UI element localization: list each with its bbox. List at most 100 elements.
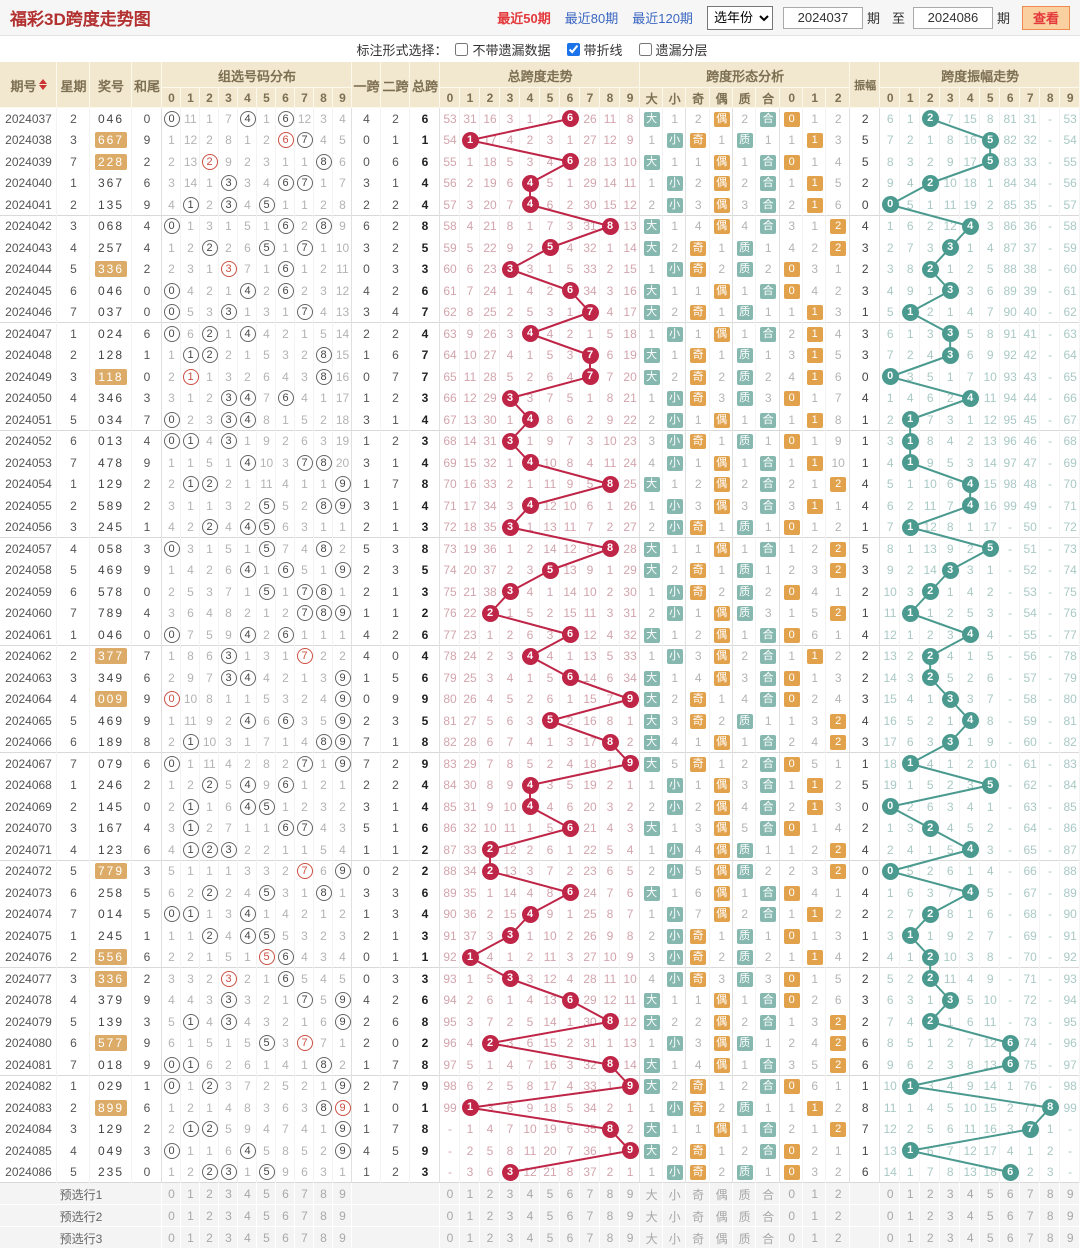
preselect-amp-digit[interactable]: 0 [880, 1183, 901, 1205]
preselect-form-col[interactable]: 质 [733, 1183, 757, 1205]
preselect-form-col[interactable]: 偶 [710, 1183, 734, 1205]
preselect-form-col[interactable]: 质 [733, 1227, 757, 1249]
preselect-form-col[interactable]: 合 [756, 1227, 781, 1249]
preselect-zong-digit[interactable]: 3 [500, 1227, 521, 1249]
preselect-amp-digit[interactable]: 3 [940, 1205, 961, 1227]
preselect-form-col[interactable]: 合 [756, 1183, 781, 1205]
preselect-form-col[interactable]: 大 [640, 1183, 664, 1205]
preselect-zong-digit[interactable]: 6 [560, 1205, 581, 1227]
preselect-amp-digit[interactable]: 5 [980, 1227, 1001, 1249]
preselect-zong-digit[interactable]: 0 [440, 1183, 461, 1205]
preselect-zong-digit[interactable]: 0 [440, 1227, 461, 1249]
preselect-zong-digit[interactable]: 1 [460, 1183, 481, 1205]
preselect-group-digit[interactable]: 9 [333, 1205, 353, 1227]
preselect-form-col[interactable]: 奇 [686, 1183, 711, 1205]
preselect-form-col[interactable]: 2 [826, 1205, 851, 1227]
preselect-form-col[interactable]: 合 [756, 1205, 781, 1227]
preselect-form-col[interactable]: 0 [780, 1183, 804, 1205]
preselect-amp-digit[interactable]: 9 [1060, 1183, 1080, 1205]
preselect-form-col[interactable]: 小 [663, 1205, 687, 1227]
preselect-amp-digit[interactable]: 7 [1020, 1183, 1041, 1205]
preselect-group-digit[interactable]: 0 [162, 1183, 181, 1205]
range-link-0[interactable]: 最近50期 [497, 10, 551, 26]
preselect-amp-digit[interactable]: 4 [960, 1183, 981, 1205]
preselect-amp-digit[interactable]: 8 [1040, 1183, 1061, 1205]
preselect-group-digit[interactable]: 4 [238, 1227, 257, 1249]
preselect-form-col[interactable]: 0 [780, 1227, 804, 1249]
year-select[interactable]: 选年份 [706, 5, 773, 30]
preselect-zong-digit[interactable]: 7 [580, 1227, 601, 1249]
preselect-group-digit[interactable]: 1 [181, 1227, 200, 1249]
range-link-1[interactable]: 最近80期 [564, 10, 619, 26]
preselect-group-digit[interactable]: 1 [181, 1205, 200, 1227]
preselect-group-digit[interactable]: 0 [162, 1227, 181, 1249]
preselect-zong-digit[interactable]: 9 [620, 1227, 641, 1249]
preselect-zong-digit[interactable]: 3 [500, 1205, 521, 1227]
preselect-amp-digit[interactable]: 1 [900, 1205, 921, 1227]
preselect-amp-digit[interactable]: 4 [960, 1205, 981, 1227]
preselect-zong-digit[interactable]: 0 [440, 1205, 461, 1227]
preselect-group-digit[interactable]: 3 [219, 1227, 238, 1249]
preselect-form-col[interactable]: 小 [663, 1227, 687, 1249]
preselect-amp-digit[interactable]: 6 [1000, 1227, 1021, 1249]
preselect-zong-digit[interactable]: 1 [460, 1205, 481, 1227]
preselect-form-col[interactable]: 大 [640, 1205, 664, 1227]
preselect-group-digit[interactable]: 3 [219, 1205, 238, 1227]
preselect-amp-digit[interactable]: 8 [1040, 1227, 1061, 1249]
to-issue-input[interactable] [912, 6, 993, 29]
preselect-zong-digit[interactable]: 2 [480, 1205, 501, 1227]
preselect-amp-digit[interactable]: 0 [880, 1227, 901, 1249]
range-link-2[interactable]: 最近120期 [632, 10, 693, 26]
preselect-group-digit[interactable]: 6 [276, 1227, 295, 1249]
option-checkbox-2[interactable] [638, 42, 652, 56]
preselect-zong-digit[interactable]: 4 [520, 1205, 541, 1227]
preselect-amp-digit[interactable]: 3 [940, 1183, 961, 1205]
preselect-group-digit[interactable]: 5 [257, 1227, 276, 1249]
preselect-zong-digit[interactable]: 7 [580, 1183, 601, 1205]
preselect-amp-digit[interactable]: 9 [1060, 1205, 1080, 1227]
preselect-amp-digit[interactable]: 1 [900, 1183, 921, 1205]
preselect-amp-digit[interactable]: 7 [1020, 1227, 1041, 1249]
preselect-amp-digit[interactable]: 2 [920, 1183, 941, 1205]
preselect-amp-digit[interactable]: 1 [900, 1227, 921, 1249]
preselect-zong-digit[interactable]: 5 [540, 1205, 561, 1227]
header-issue[interactable]: 期号 [0, 62, 57, 108]
preselect-zong-digit[interactable]: 8 [600, 1183, 621, 1205]
preselect-group-digit[interactable]: 6 [276, 1205, 295, 1227]
preselect-form-col[interactable]: 大 [640, 1227, 664, 1249]
preselect-form-col[interactable]: 偶 [710, 1205, 734, 1227]
preselect-amp-digit[interactable]: 0 [880, 1205, 901, 1227]
view-button[interactable]: 查看 [1021, 5, 1070, 30]
preselect-form-col[interactable]: 小 [663, 1183, 687, 1205]
option-checkbox-1[interactable] [566, 42, 580, 56]
preselect-form-col[interactable]: 奇 [686, 1227, 711, 1249]
preselect-zong-digit[interactable]: 4 [520, 1183, 541, 1205]
preselect-group-digit[interactable]: 1 [181, 1183, 200, 1205]
preselect-group-digit[interactable]: 4 [238, 1183, 257, 1205]
preselect-group-digit[interactable]: 7 [295, 1183, 314, 1205]
preselect-group-digit[interactable]: 5 [257, 1205, 276, 1227]
preselect-zong-digit[interactable]: 2 [480, 1183, 501, 1205]
preselect-form-col[interactable]: 1 [803, 1183, 827, 1205]
option-checkbox-0[interactable] [455, 42, 469, 56]
preselect-group-digit[interactable]: 2 [200, 1183, 219, 1205]
preselect-group-digit[interactable]: 4 [238, 1205, 257, 1227]
preselect-zong-digit[interactable]: 6 [560, 1183, 581, 1205]
preselect-group-digit[interactable]: 9 [333, 1183, 353, 1205]
preselect-form-col[interactable]: 1 [803, 1205, 827, 1227]
sort-icon[interactable] [38, 78, 47, 90]
preselect-zong-digit[interactable]: 5 [540, 1227, 561, 1249]
preselect-form-col[interactable]: 2 [826, 1227, 851, 1249]
preselect-group-digit[interactable]: 5 [257, 1183, 276, 1205]
preselect-zong-digit[interactable]: 4 [520, 1227, 541, 1249]
preselect-group-digit[interactable]: 0 [162, 1205, 181, 1227]
preselect-zong-digit[interactable]: 6 [560, 1227, 581, 1249]
preselect-zong-digit[interactable]: 8 [600, 1227, 621, 1249]
preselect-group-digit[interactable]: 7 [295, 1227, 314, 1249]
preselect-form-col[interactable]: 0 [780, 1205, 804, 1227]
preselect-group-digit[interactable]: 8 [314, 1183, 333, 1205]
preselect-form-col[interactable]: 2 [826, 1183, 851, 1205]
preselect-amp-digit[interactable]: 3 [940, 1227, 961, 1249]
preselect-zong-digit[interactable]: 5 [540, 1183, 561, 1205]
preselect-group-digit[interactable]: 8 [314, 1205, 333, 1227]
